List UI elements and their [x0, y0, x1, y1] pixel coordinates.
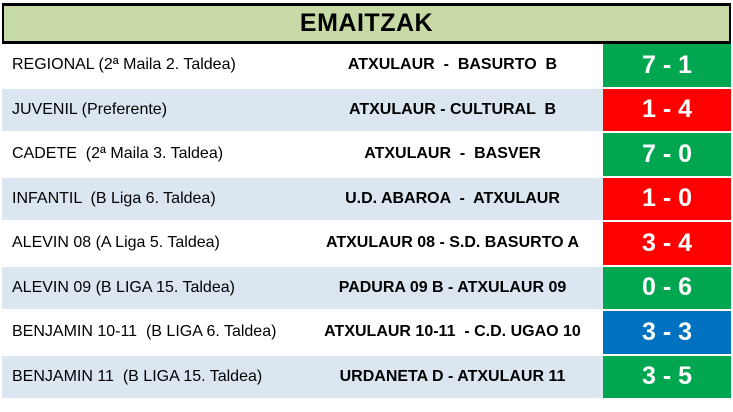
match-cell: ATXULAUR - BASURTO B [347, 56, 558, 74]
match-cell: ATXULAUR 10-11 - C.D. UGAO 10 [324, 323, 581, 341]
score-cell: 3 - 3 [603, 311, 731, 354]
table-row: BENJAMIN 11 (B LIGA 15. Taldea) URDANETA… [2, 355, 731, 400]
category-cell: BENJAMIN 11 (B LIGA 15. Taldea) [12, 367, 263, 385]
match-cell: ATXULAUR 08 - S.D. BASURTO A [325, 234, 580, 252]
category-cell: BENJAMIN 10-11 (B LIGA 6. Taldea) [12, 323, 277, 341]
table-row: CADETE (2ª Maila 3. Taldea) ATXULAUR - B… [2, 133, 731, 178]
results-rows: REGIONAL (2ª Maila 2. Taldea) ATXULAUR -… [2, 44, 731, 400]
match-cell: ATXULAUR - BASVER [364, 145, 541, 163]
category-cell: REGIONAL (2ª Maila 2. Taldea) [12, 56, 236, 74]
score-cell: 7 - 0 [603, 133, 731, 176]
score-cell: 3 - 5 [603, 355, 731, 398]
table-row: INFANTIL (B Liga 6. Taldea) U.D. ABAROA … [2, 177, 731, 222]
match-cell: U.D. ABAROA - ATXULAUR [345, 189, 560, 207]
match-cell: URDANETA D - ATXULAUR 11 [339, 367, 566, 385]
match-cell: ATXULAUR - CULTURAL B [348, 100, 557, 118]
category-cell: CADETE (2ª Maila 3. Taldea) [12, 145, 224, 163]
table-row: REGIONAL (2ª Maila 2. Taldea) ATXULAUR -… [2, 44, 731, 89]
category-cell: INFANTIL (B Liga 6. Taldea) [12, 189, 216, 207]
table-row: JUVENIL (Preferente) ATXULAUR - CULTURAL… [2, 88, 731, 133]
score-cell: 0 - 6 [603, 266, 731, 309]
score-cell: 1 - 4 [603, 88, 731, 131]
table-row: ALEVIN 08 (A Liga 5. Taldea) ATXULAUR 08… [2, 222, 731, 267]
category-cell: JUVENIL (Preferente) [12, 100, 168, 118]
score-cell: 3 - 4 [603, 222, 731, 265]
table-title: EMAITZAK [2, 3, 731, 44]
category-cell: ALEVIN 08 (A Liga 5. Taldea) [12, 234, 220, 252]
table-row: BENJAMIN 10-11 (B LIGA 6. Taldea) ATXULA… [2, 311, 731, 356]
match-cell: PADURA 09 B - ATXULAUR 09 [338, 278, 567, 296]
table-row: ALEVIN 09 (B LIGA 15. Taldea) PADURA 09 … [2, 266, 731, 311]
score-cell: 7 - 1 [603, 44, 731, 87]
score-cell: 1 - 0 [603, 177, 731, 220]
category-cell: ALEVIN 09 (B LIGA 15. Taldea) [12, 278, 235, 296]
